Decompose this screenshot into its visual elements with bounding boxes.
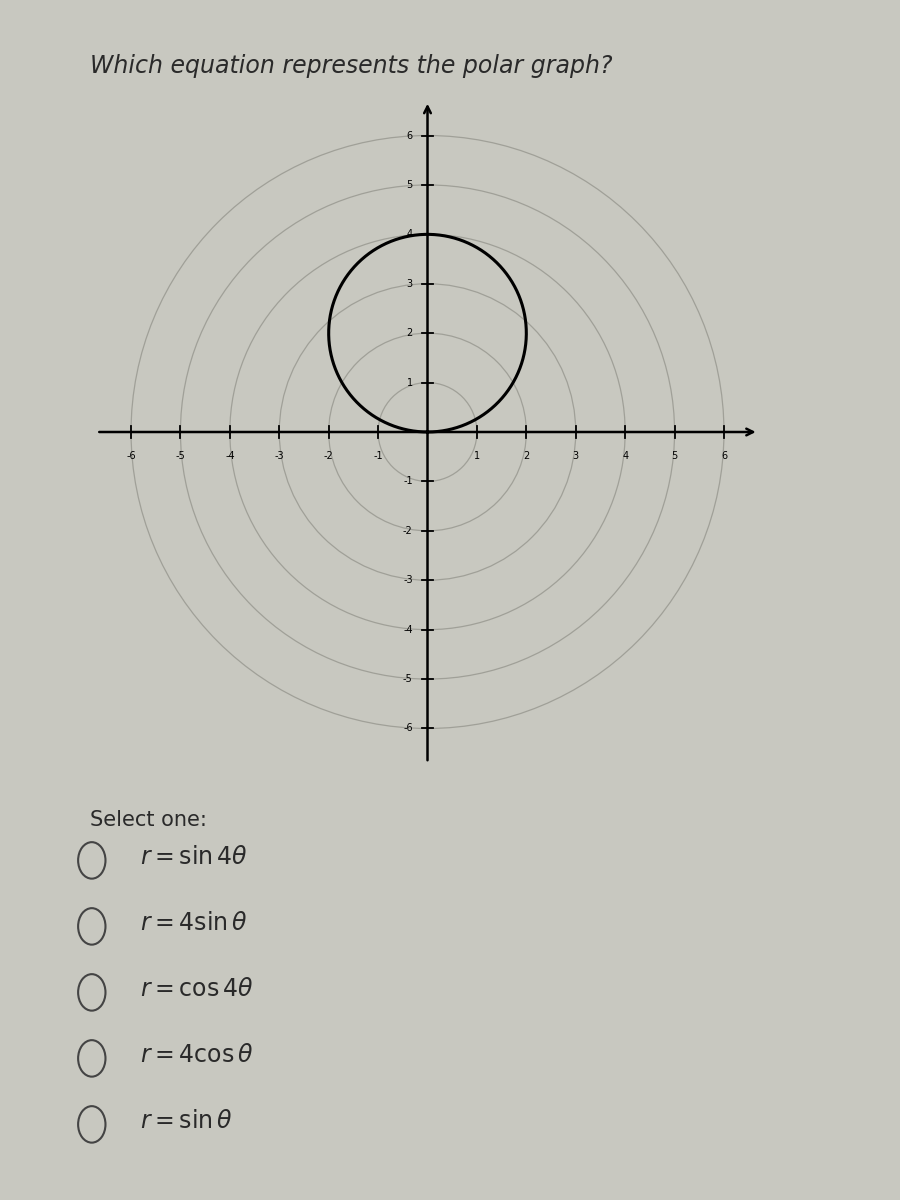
Text: 6: 6 [721, 451, 727, 461]
Text: 4: 4 [407, 229, 413, 239]
Text: -3: -3 [403, 575, 413, 586]
Text: $r = 4\sin\theta$: $r = 4\sin\theta$ [140, 912, 247, 936]
Text: 4: 4 [622, 451, 628, 461]
Text: 3: 3 [572, 451, 579, 461]
Text: $r = \sin\theta$: $r = \sin\theta$ [140, 1110, 232, 1134]
Text: 1: 1 [473, 451, 480, 461]
Text: $r = \cos 4\theta$: $r = \cos 4\theta$ [140, 978, 253, 1002]
Text: 3: 3 [407, 278, 413, 289]
Text: 5: 5 [671, 451, 678, 461]
Text: -2: -2 [324, 451, 334, 461]
Text: -4: -4 [225, 451, 235, 461]
Text: 1: 1 [407, 378, 413, 388]
Text: Select one:: Select one: [90, 810, 207, 830]
Text: -1: -1 [374, 451, 382, 461]
Text: 5: 5 [407, 180, 413, 190]
Text: 2: 2 [523, 451, 529, 461]
Text: Which equation represents the polar graph?: Which equation represents the polar grap… [90, 54, 613, 78]
Text: 2: 2 [407, 328, 413, 338]
Text: -6: -6 [126, 451, 136, 461]
Text: $r = 4\cos\theta$: $r = 4\cos\theta$ [140, 1044, 253, 1068]
Text: -1: -1 [403, 476, 413, 486]
Text: -2: -2 [403, 526, 413, 536]
Text: $r = \sin 4\theta$: $r = \sin 4\theta$ [140, 846, 247, 870]
Text: -6: -6 [403, 724, 413, 733]
Text: 6: 6 [407, 131, 413, 140]
Text: -3: -3 [274, 451, 284, 461]
Text: -4: -4 [403, 625, 413, 635]
Text: -5: -5 [403, 674, 413, 684]
Text: -5: -5 [176, 451, 185, 461]
